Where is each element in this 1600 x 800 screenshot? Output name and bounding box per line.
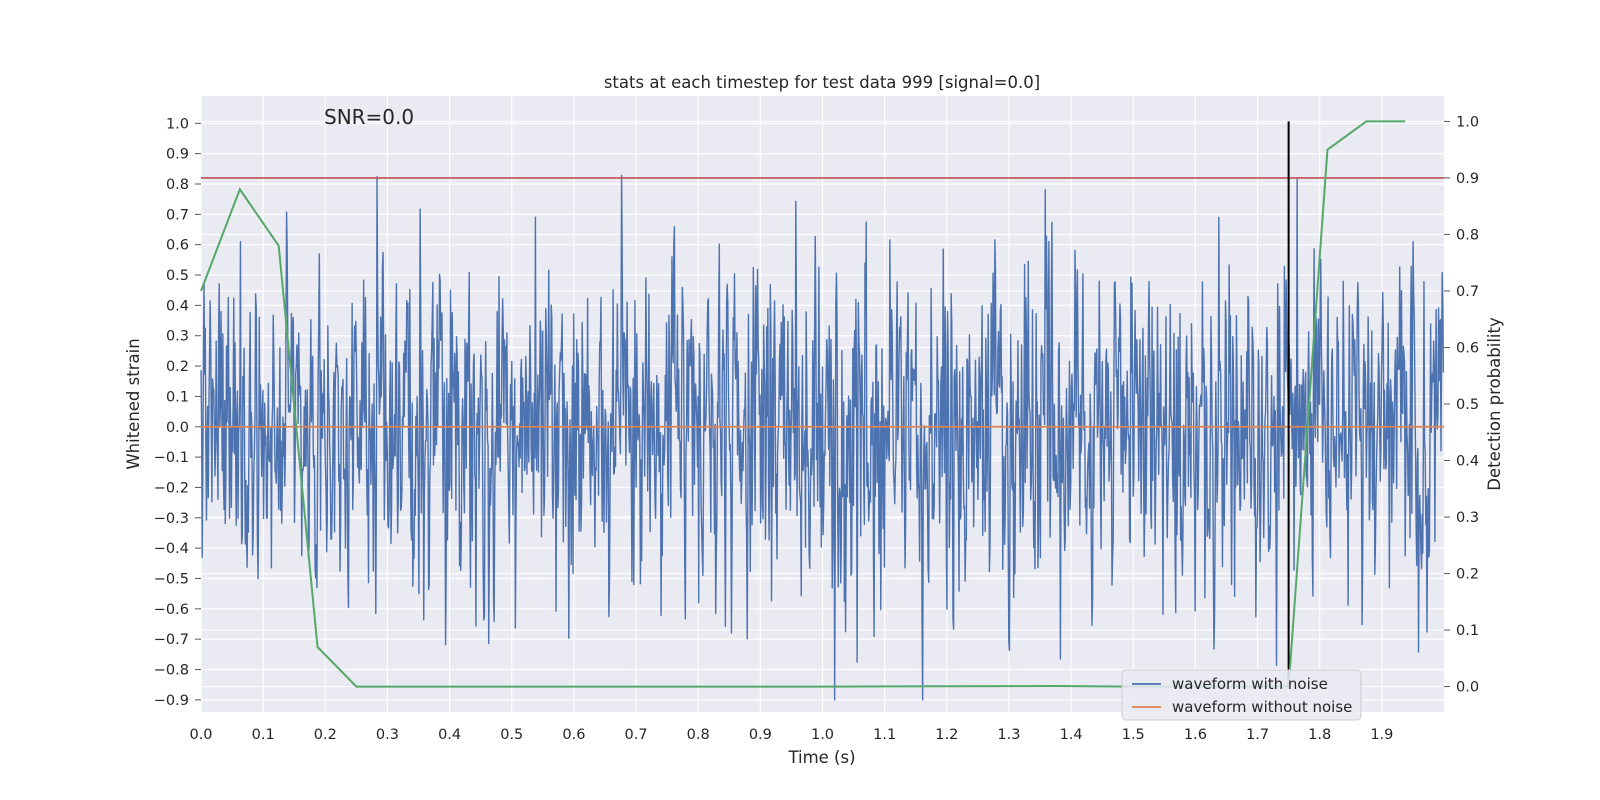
legend: waveform with noise waveform without noi…	[1121, 669, 1362, 721]
y-left-tick-label: 0.5	[166, 268, 189, 284]
y-right-tick-label: 0.2	[1456, 567, 1479, 583]
x-tick-label: 0.8	[687, 727, 710, 743]
x-tick-label: 0.4	[438, 727, 461, 743]
x-tick-label: 1.0	[811, 727, 834, 743]
x-tick-label: 0.9	[749, 727, 772, 743]
y-left-tick-label: 0.6	[166, 238, 189, 254]
y-left-tick-label: 1.0	[166, 116, 189, 132]
y-left-tick-label: 0.2	[166, 359, 189, 375]
y-axis-right-label: Detection probability	[1485, 317, 1504, 491]
legend-box	[1121, 669, 1362, 721]
series-layer	[200, 120, 1445, 701]
y-right-tick-label: 0.1	[1456, 623, 1479, 639]
x-tick-label: 0.3	[376, 727, 399, 743]
y-left-tick-label: 0.4	[166, 298, 189, 314]
x-tick-label: 0.0	[189, 727, 212, 743]
x-tick-label: 0.7	[625, 727, 648, 743]
x-tick-label: 0.2	[314, 727, 337, 743]
y-left-tick-label: −0.3	[154, 511, 189, 527]
x-axis-ticks: 0.0 0.1 0.2 0.3 0.4 0.5 0.6 0.7 0.8 0.9 1.0 1.1 1.2 1…	[189, 727, 1393, 743]
y-left-tick-label: 0.3	[166, 329, 189, 345]
y-right-tick-label: 0.9	[1456, 171, 1479, 187]
x-tick-label: 1.6	[1184, 727, 1207, 743]
y-left-tick-label: −0.2	[154, 480, 189, 496]
y-left-tick-label: −0.1	[154, 450, 189, 466]
x-tick-label: 1.2	[935, 727, 958, 743]
x-tick-label: 1.1	[873, 727, 896, 743]
x-tick-label: 1.9	[1370, 727, 1393, 743]
legend-label-clean: waveform without noise	[1172, 698, 1352, 716]
y-axis-right-ticks: 1.0 0.9 0.8 0.7 0.6 0.5 0.4 0.3 0.2 0.1 0.0	[1444, 114, 1479, 696]
x-tick-label: 0.6	[562, 727, 585, 743]
x-tick-label: 0.1	[252, 727, 275, 743]
y-right-tick-label: 0.5	[1456, 397, 1479, 413]
y-left-tick-label: 0.8	[166, 177, 189, 193]
y-axis-left-label: Whitened strain	[124, 338, 143, 469]
snr-annotation: SNR=0.0	[324, 105, 414, 129]
x-tick-label: 1.7	[1246, 727, 1269, 743]
x-tick-label: 1.5	[1122, 727, 1145, 743]
chart-title: stats at each timestep for test data 999…	[604, 73, 1040, 92]
y-axis-left-ticks: 1.0 0.9 0.8 0.7 0.6 0.5 0.4 0.3 0.2 0.1 0.0 −0.1 −0.…	[154, 116, 201, 709]
y-left-tick-label: 0.0	[166, 420, 189, 436]
y-right-tick-label: 0.8	[1456, 227, 1479, 243]
y-left-tick-label: −0.4	[154, 541, 189, 557]
y-left-tick-label: −0.7	[154, 632, 189, 648]
y-left-tick-label: −0.9	[154, 693, 189, 709]
x-tick-label: 0.5	[500, 727, 523, 743]
y-right-tick-label: 0.0	[1456, 680, 1479, 696]
y-left-tick-label: −0.8	[154, 663, 189, 679]
y-left-tick-label: 0.1	[166, 389, 189, 405]
series-waveform-with-noise	[200, 174, 1445, 701]
y-left-tick-label: 0.9	[166, 147, 189, 163]
y-left-tick-label: −0.6	[154, 602, 189, 618]
legend-label-noise: waveform with noise	[1172, 675, 1328, 693]
y-left-tick-label: −0.5	[154, 571, 189, 587]
y-right-tick-label: 0.7	[1456, 284, 1479, 300]
y-left-tick-label: 0.7	[166, 207, 189, 223]
x-tick-label: 1.8	[1308, 727, 1331, 743]
y-right-tick-label: 0.6	[1456, 340, 1479, 356]
x-tick-label: 1.4	[1060, 727, 1083, 743]
y-right-tick-label: 0.3	[1456, 510, 1479, 526]
y-right-tick-label: 1.0	[1456, 114, 1479, 130]
y-right-tick-label: 0.4	[1456, 454, 1479, 470]
x-tick-label: 1.3	[997, 727, 1020, 743]
x-axis-label: Time (s)	[787, 748, 855, 767]
